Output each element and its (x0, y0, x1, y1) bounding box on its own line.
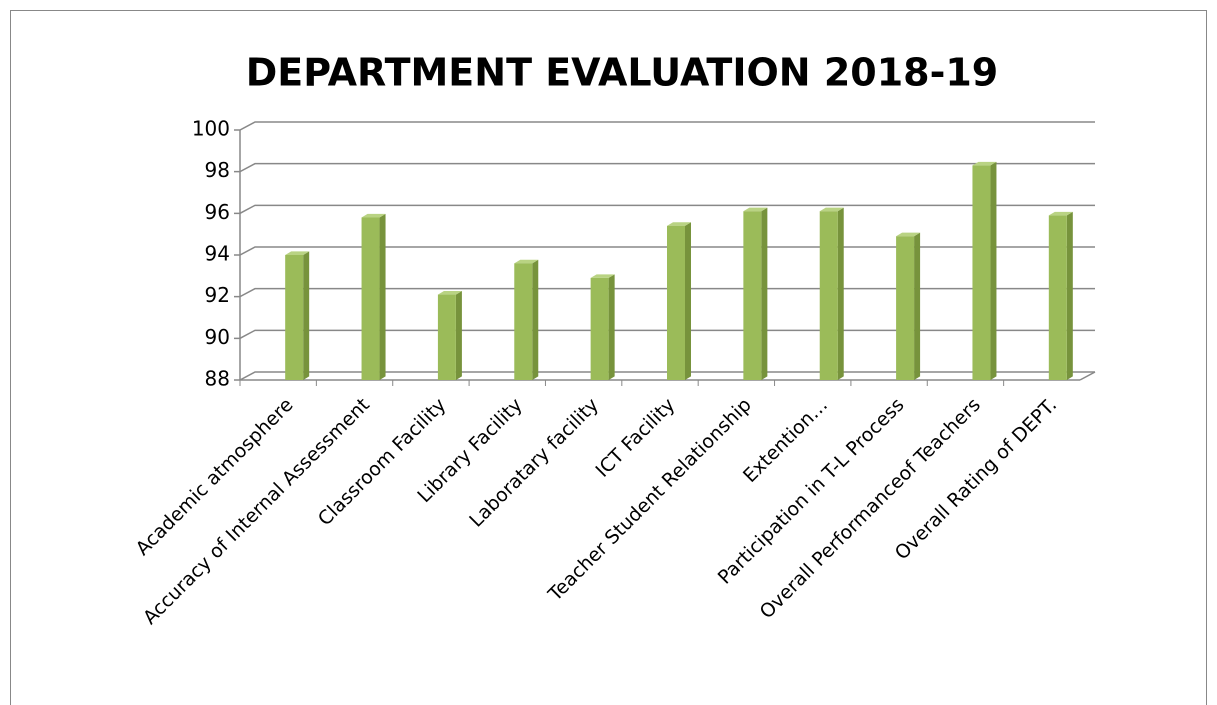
bar (972, 161, 997, 380)
bar (743, 207, 768, 380)
bar-side (761, 207, 768, 380)
chart-title: DEPARTMENT EVALUATION 2018-19 (246, 51, 999, 95)
bar-side (608, 274, 615, 380)
y-tick-label: 94 (205, 242, 230, 266)
y-tick-label: 98 (205, 158, 230, 182)
bar (1048, 211, 1073, 380)
bar (590, 274, 615, 380)
bar-front (285, 255, 304, 380)
grid-line (234, 121, 1095, 131)
bar-top (743, 207, 768, 212)
bar (361, 213, 386, 380)
bar-front (743, 211, 762, 380)
bar-top (590, 274, 615, 278)
bar-front (437, 294, 456, 380)
grid-line (234, 162, 1095, 173)
bar-front (590, 277, 609, 380)
bar-top (896, 232, 921, 237)
bar-top (667, 222, 691, 226)
grid-line (234, 204, 1095, 215)
bar-front (819, 211, 838, 380)
bar (896, 232, 921, 380)
bar (437, 290, 462, 380)
bar-front (972, 165, 991, 380)
y-tick-label: 96 (205, 200, 230, 224)
bar-top (437, 290, 462, 295)
axis-line (1079, 371, 1096, 381)
bar-front (361, 217, 380, 380)
bar (285, 251, 310, 380)
bar-top (361, 213, 386, 218)
bar-front (1048, 215, 1067, 380)
bar-top (819, 207, 844, 212)
bar-side (379, 213, 386, 380)
y-tick-label: 88 (205, 367, 230, 391)
bar-top (1048, 211, 1073, 216)
bar (667, 222, 691, 380)
bar-side (837, 207, 844, 380)
bar-front (514, 263, 533, 380)
y-tick-label: 100 (192, 117, 230, 141)
bar-front (667, 225, 685, 380)
y-tick-label: 90 (205, 325, 230, 349)
bar-side (303, 251, 310, 380)
bar-side (532, 259, 539, 380)
bar-top (285, 251, 310, 255)
bar (819, 207, 844, 380)
bar-top (972, 161, 997, 166)
bar-top (514, 259, 539, 264)
bar-front (896, 236, 915, 380)
bar-side (685, 222, 691, 380)
bar-side (914, 232, 921, 380)
bar-side (990, 161, 997, 380)
bar-side (455, 290, 462, 380)
bar (514, 259, 539, 380)
bar-side (1066, 211, 1073, 380)
y-tick-label: 92 (205, 283, 230, 307)
